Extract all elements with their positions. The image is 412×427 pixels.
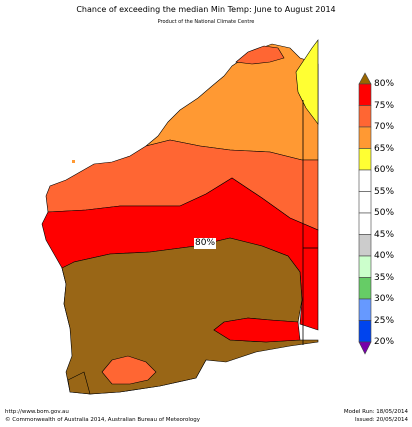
legend-label: 40% (374, 251, 395, 261)
footer-copyright: © Commonwealth of Australia 2014, Austra… (5, 417, 200, 423)
region-70-75-south (101, 355, 157, 385)
legend-bottom-arrow (358, 341, 372, 355)
legend-label: 45% (374, 229, 395, 240)
map-title: Chance of exceeding the median Min Temp:… (76, 5, 336, 14)
legend-swatch (358, 212, 372, 235)
legend-swatch (358, 277, 372, 300)
region-70-75-north (235, 45, 285, 65)
legend-top-arrow (358, 72, 372, 85)
footer-model-run: Model Run: 18/05/2014 (343, 409, 408, 415)
footer-issued: Issued: 20/05/2014 (354, 417, 408, 423)
footer-url[interactable]: http://www.bom.gov.au (5, 409, 69, 415)
legend-swatch (358, 105, 372, 128)
legend-bar (358, 72, 372, 355)
legend-label: 70% (374, 122, 395, 132)
region-75-80-inner (213, 317, 301, 343)
legend-label: 75% (374, 100, 395, 111)
region-over-80-south (67, 371, 91, 395)
legend-swatch (358, 191, 372, 214)
legend-label: 50% (374, 208, 395, 218)
probability-label: 80% (194, 238, 217, 249)
legend-swatch (358, 148, 372, 171)
legend-swatch (358, 234, 372, 257)
legend-swatch (358, 83, 372, 106)
legend: 80% 75% 70% 65% 60% 55% 50% 45% 40% 35% 30% 25% 20% (358, 72, 412, 357)
legend-label: 55% (374, 186, 395, 197)
legend-swatch (358, 255, 372, 278)
region-60-65 (295, 39, 319, 125)
legend-swatch (358, 126, 372, 149)
map-subtitle: Product of the National Climate Centre (157, 19, 255, 25)
legend-label: 80% (374, 79, 395, 89)
legend-swatch (358, 169, 372, 192)
legend-label: 20% (374, 337, 395, 347)
legend-swatch (358, 298, 372, 321)
legend-label: 35% (374, 272, 395, 283)
legend-label: 25% (374, 315, 395, 326)
legend-label: 65% (374, 143, 395, 154)
island (72, 160, 75, 163)
region-over-80 (61, 237, 319, 395)
legend-label: 60% (374, 165, 395, 175)
legend-swatch (358, 320, 372, 343)
legend-label: 30% (374, 294, 395, 304)
